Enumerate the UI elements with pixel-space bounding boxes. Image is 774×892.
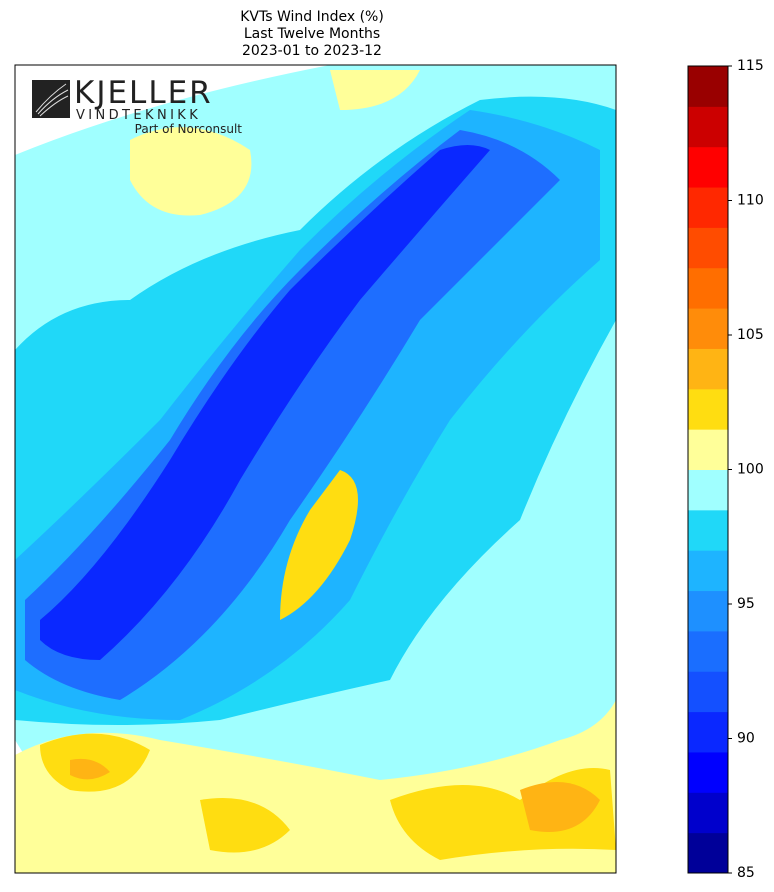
colorbar-band — [688, 146, 728, 188]
logo-subname: VINDTEKNIKK — [76, 108, 201, 123]
colorbar-band — [688, 187, 728, 228]
colorbar: 85 90 95 100 105 110 115 — [687, 58, 764, 881]
colorbar-band — [688, 388, 728, 430]
map: KJELLER VINDTEKNIKK Part of Norconsult — [14, 64, 617, 874]
colorbar-band — [688, 630, 728, 672]
logo-swoosh — [35, 83, 69, 117]
colorbar-band — [688, 267, 728, 309]
region — [70, 758, 110, 780]
colorbar-tick-label: 85 — [737, 865, 755, 881]
title-line: KVTs Wind Index (%) — [240, 9, 384, 25]
colorbar-band — [688, 348, 728, 390]
colorbar-band — [688, 711, 728, 753]
region — [40, 145, 490, 660]
colorbar-tick-label: 115 — [737, 58, 764, 74]
colorbar-tick-label: 100 — [737, 462, 764, 478]
colorbar-band — [688, 792, 728, 834]
colorbar-band — [688, 751, 728, 793]
region — [330, 70, 420, 110]
region — [130, 127, 252, 216]
title-line: 2023-01 to 2023-12 — [242, 43, 382, 59]
colorbar-tick-label: 110 — [737, 193, 764, 209]
colorbar-band — [688, 66, 728, 107]
colorbar-band — [688, 590, 728, 632]
colorbar-band — [688, 469, 728, 511]
colorbar-tick-label: 95 — [737, 596, 755, 612]
colorbar-band — [688, 227, 728, 269]
region — [280, 470, 358, 620]
title-line: Last Twelve Months — [244, 26, 380, 42]
colorbar-band — [688, 509, 728, 551]
colorbar-band — [688, 671, 728, 713]
colorbar-tick-label: 105 — [737, 327, 764, 343]
colorbar-band — [688, 832, 728, 874]
outside-domain — [15, 65, 330, 155]
colorbar-band — [688, 550, 728, 592]
logo-mark — [32, 80, 70, 118]
colorbar-band — [688, 308, 728, 349]
logo-name: KJELLER — [74, 75, 213, 111]
colorbar-tick-label: 90 — [737, 731, 755, 747]
logo: KJELLER VINDTEKNIKK Part of Norconsult — [32, 75, 242, 136]
colorbar-band — [688, 106, 728, 148]
logo-tagline: Part of Norconsult — [135, 122, 243, 136]
region — [520, 782, 600, 832]
region — [200, 798, 290, 853]
map-frame — [14, 64, 617, 874]
colorbar-band — [688, 429, 728, 470]
